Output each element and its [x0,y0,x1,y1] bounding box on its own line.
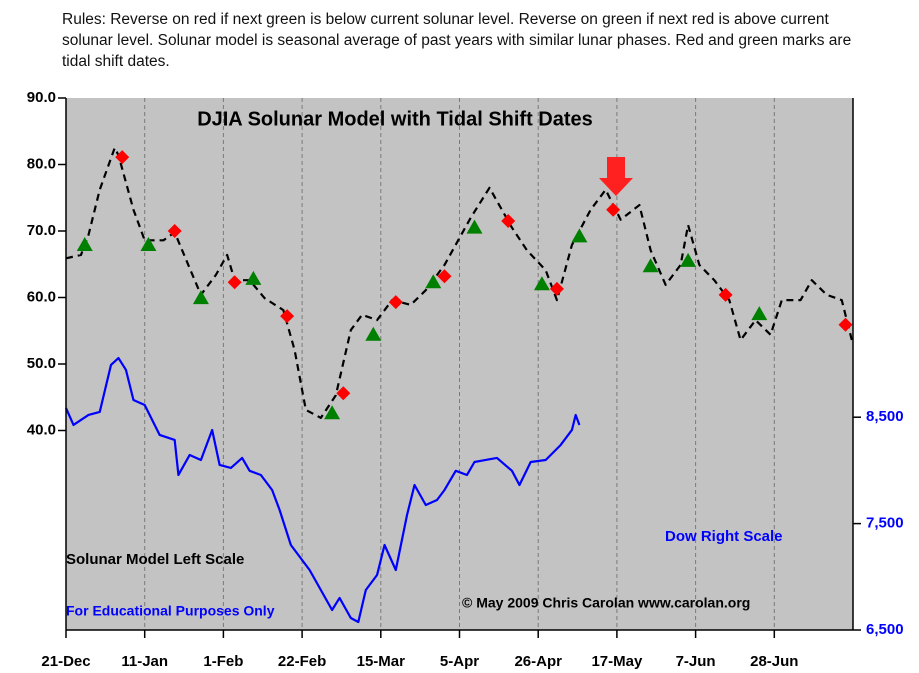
y2-tick-label: 7,500 [866,515,904,532]
x-tick-label: 15-Mar [357,653,406,670]
diamond-marker [227,275,242,290]
x-tick-label: 11-Jan [121,653,168,670]
diamond-marker [437,269,452,284]
annotation: For Educational Purposes Only [66,603,275,619]
y-tick-label: 40.0 [27,421,56,438]
diamond-marker [718,287,733,302]
triangle-marker [425,274,442,289]
right-scale-label: Dow Right Scale [665,528,783,545]
diamond-marker [115,150,130,165]
series-line [65,146,855,419]
triangle-marker [571,228,588,243]
x-tick-label: 5-Apr [440,653,479,670]
diamond-marker [606,202,621,217]
triangle-marker [76,236,93,251]
x-tick-label: 7-Jun [676,653,716,670]
triangle-marker [751,306,768,321]
triangle-marker [533,276,550,291]
series-line [64,356,581,624]
diamond-marker [501,214,516,229]
left-scale-label: Solunar Model Left Scale [66,551,244,568]
diamond-marker [388,295,403,310]
plot-layer [64,98,855,630]
y-tick-label: 60.0 [27,288,56,305]
x-tick-label: 21-Dec [41,653,90,670]
triangle-marker [365,326,382,341]
triangle-marker [466,219,483,234]
y-tick-label: 80.0 [27,155,56,172]
x-tick-label: 28-Jun [750,653,798,670]
y-tick-label: 70.0 [27,222,56,239]
triangle-marker [245,270,262,285]
triangle-marker [680,252,697,267]
y-tick-label: 50.0 [27,355,56,372]
triangle-marker [192,290,209,305]
x-tick-label: 1-Feb [203,653,243,670]
triangle-marker [324,405,341,420]
diamond-marker [280,309,295,324]
diamond-marker [336,386,351,401]
chart-title: DJIA Solunar Model with Tidal Shift Date… [197,108,593,130]
x-tick-label: 26-Apr [514,653,562,670]
diamond-marker [167,224,182,238]
annotation: © May 2009 Chris Carolan www.carolan.org [462,595,750,611]
y-tick-label: 90.0 [27,89,56,106]
y2-tick-label: 6,500 [866,621,904,638]
diamond-marker [549,281,564,296]
diamond-marker [838,317,853,332]
triangle-marker [140,236,157,251]
x-tick-label: 17-May [591,653,643,670]
triangle-marker [642,258,659,273]
y2-tick-label: 8,500 [866,408,904,425]
arrow [599,157,633,196]
chart-subtitle: Rules: Reverse on red if next green is b… [62,11,852,70]
x-tick-label: 22-Feb [278,653,326,670]
